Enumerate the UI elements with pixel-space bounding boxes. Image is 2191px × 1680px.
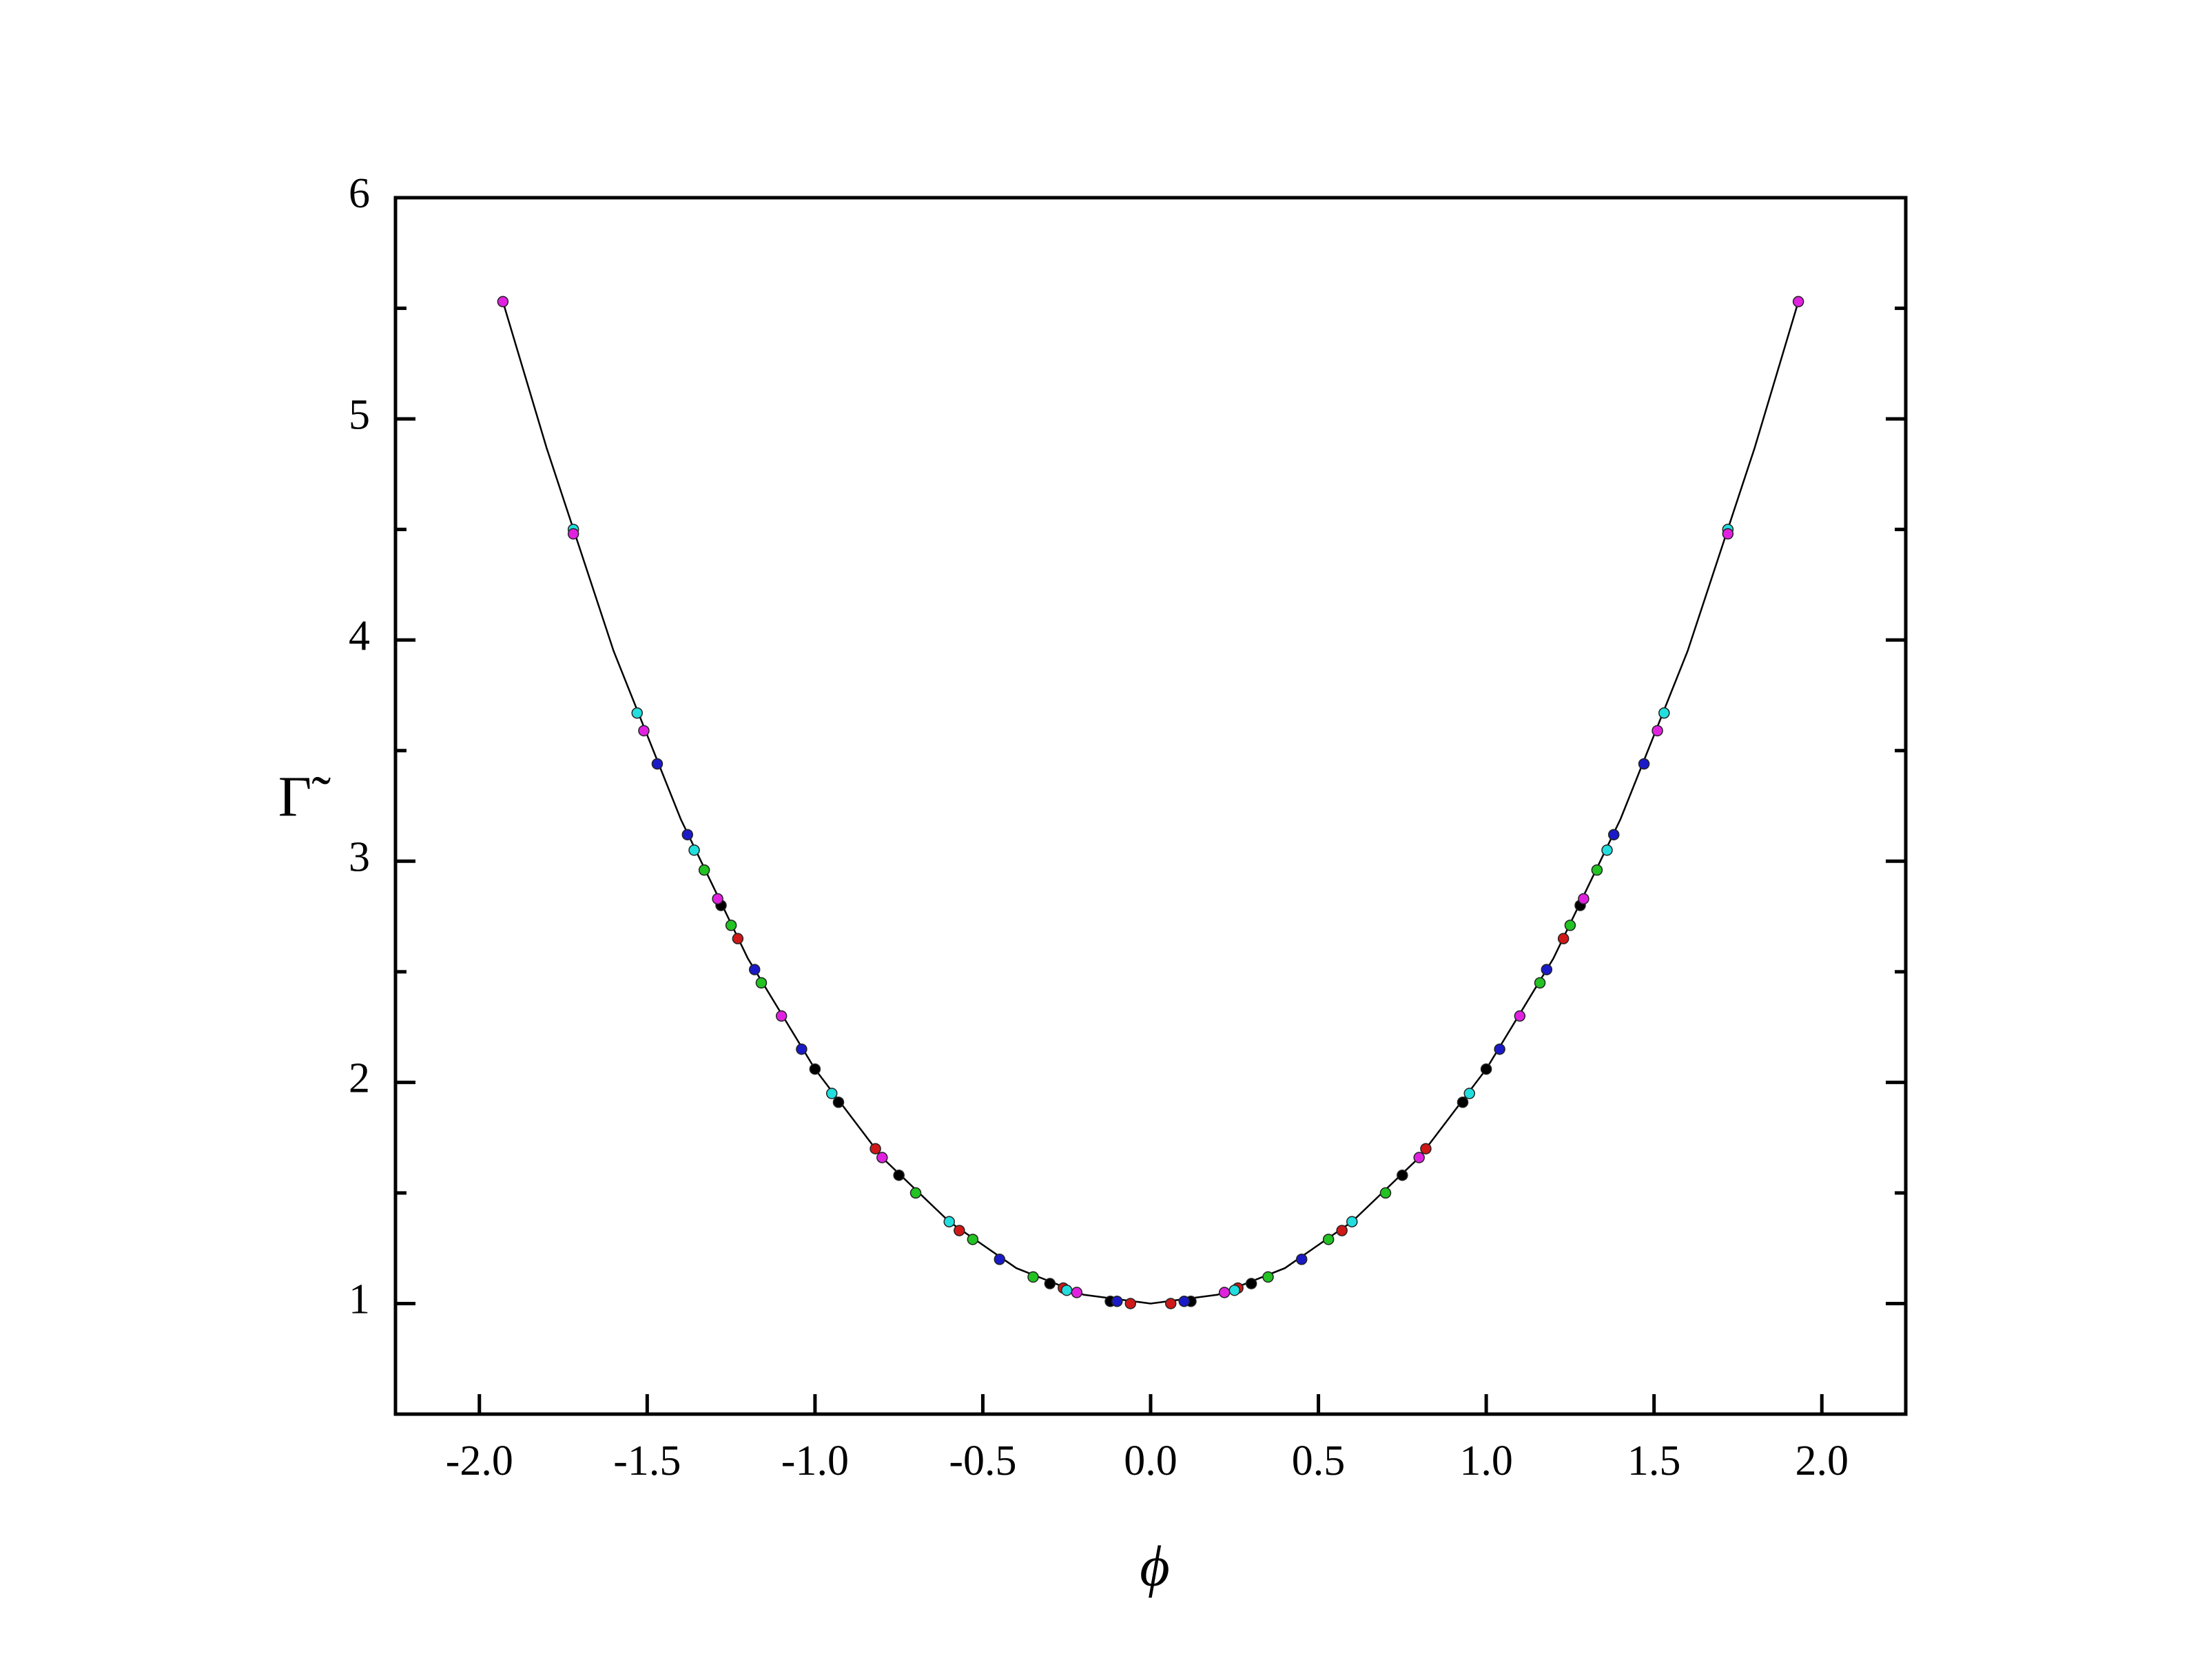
point [1792,295,1804,308]
point [732,933,744,944]
x-tick-label: -0.5 [949,1438,1016,1484]
point [712,893,723,905]
point [1578,893,1590,905]
point [631,707,643,719]
point [1111,1295,1123,1307]
point [1463,1088,1476,1099]
point [1494,1043,1505,1055]
x-tick-label: 0.5 [1292,1438,1346,1484]
point [943,1216,955,1227]
point [651,758,664,770]
point [1346,1216,1358,1227]
point [1601,844,1613,856]
x-tick-label: 0.0 [1124,1438,1177,1484]
point [688,844,700,856]
point [1027,1271,1039,1283]
point [1379,1187,1392,1199]
fit-curve [502,301,1800,1305]
point [1060,1284,1073,1296]
point [1564,920,1576,931]
point [967,1234,979,1245]
y-axis-label: Γ̃ [278,765,331,829]
point [1262,1271,1274,1283]
x-tick-label: 1.0 [1459,1438,1513,1484]
point [909,1187,922,1199]
y-tick-label: 3 [349,834,370,881]
point [755,977,768,989]
point [1457,1097,1469,1108]
y-tick-label: 5 [349,391,370,438]
x-tick-label: 1.5 [1627,1438,1681,1484]
point [1245,1278,1257,1289]
x-tick-label: 2.0 [1795,1438,1849,1484]
point [1164,1298,1177,1309]
point [1336,1225,1348,1236]
point [775,1010,788,1022]
point [994,1253,1006,1265]
point [870,1143,881,1154]
point [497,295,509,308]
point [1607,829,1620,840]
point [1178,1295,1190,1307]
y-tick-label: 4 [349,612,370,659]
plot-frame [393,196,1908,1416]
x-tick-label: -1.5 [613,1438,681,1484]
point [1638,758,1650,770]
x-tick-label: -2.0 [446,1438,513,1484]
y-tick-label: 1 [349,1276,370,1323]
point [1071,1287,1083,1298]
point [1541,964,1553,975]
point [1218,1287,1231,1298]
point [1397,1169,1408,1181]
x-axis-label: ϕ [1140,1534,1169,1598]
point [638,725,650,737]
point [698,864,710,876]
point [748,964,761,975]
point [681,829,694,840]
point [1228,1284,1241,1296]
point [796,1043,808,1055]
point [1295,1253,1308,1265]
point [1124,1298,1137,1309]
point [1591,864,1603,876]
y-tick-label: 6 [349,170,370,217]
point [1413,1152,1425,1163]
point [1514,1010,1526,1022]
point [1722,528,1734,540]
point [1652,725,1663,737]
point [825,1088,838,1099]
point [893,1169,905,1181]
point [954,1225,965,1236]
point [1534,977,1546,989]
point [1557,933,1570,944]
point [1322,1234,1335,1245]
y-tick-label: 2 [349,1055,370,1102]
point [832,1097,845,1108]
point [1658,707,1670,719]
point [809,1063,821,1075]
x-tick-label: -1.0 [781,1438,849,1484]
point [567,528,579,540]
point [1420,1143,1432,1154]
point [1480,1063,1492,1075]
point [1044,1278,1056,1289]
point [725,920,737,931]
point [876,1152,888,1163]
